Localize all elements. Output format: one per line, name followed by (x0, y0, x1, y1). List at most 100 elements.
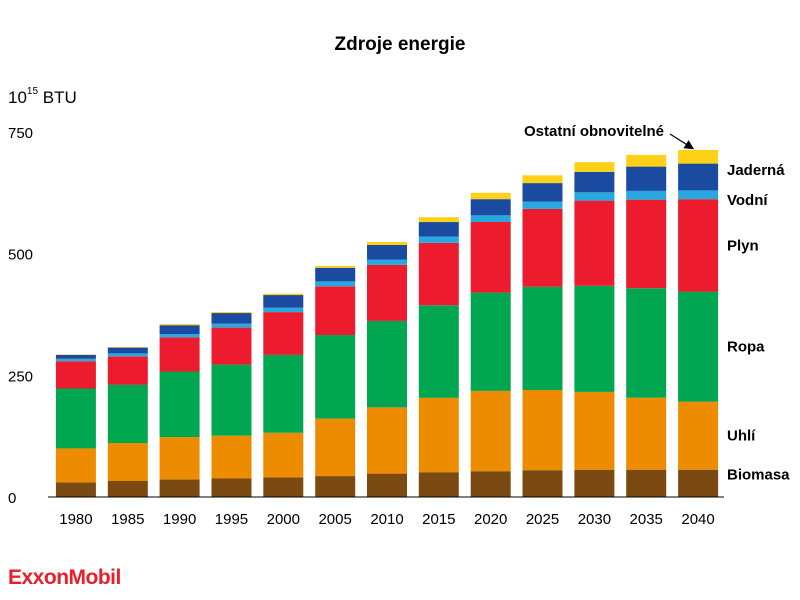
bar-uhlí-2010 (367, 407, 407, 474)
bar-ropa-1995 (211, 364, 252, 436)
bar-ropa-2025 (522, 286, 563, 390)
chart-title: Zdroje energie (334, 34, 466, 55)
bar-ropa-2010 (367, 320, 407, 408)
bar-jaderná-2040 (678, 163, 719, 191)
bar-jaderná-2025 (522, 183, 563, 202)
bar-ropa-1985 (107, 384, 148, 443)
x-tick-label-1990: 1990 (163, 511, 196, 528)
bar-ropa-1990 (159, 371, 200, 438)
bar-ostatní-obnovitelné-1995 (211, 312, 252, 314)
bar-ostatní-obnovitelné-2025 (522, 175, 563, 184)
unit-base: 10 (8, 88, 27, 107)
bar-biomasa-2035 (626, 469, 667, 497)
x-tick-label-2030: 2030 (578, 511, 611, 528)
bar-ostatní-obnovitelné-2035 (626, 154, 667, 167)
bar-ropa-2040 (678, 291, 719, 402)
bar-ropa-2005 (315, 334, 356, 419)
bar-plyn-2005 (315, 286, 356, 335)
x-tick-label-2005: 2005 (318, 511, 351, 528)
bar-biomasa-2040 (678, 469, 719, 497)
bar-ostatní-obnovitelné-2015 (418, 217, 459, 223)
legend-label-jaderná: Jaderná (727, 162, 785, 179)
bar-vodní-2005 (315, 281, 356, 287)
bar-uhlí-2040 (678, 401, 719, 470)
bar-ropa-2030 (574, 285, 615, 392)
x-tick-label-1995: 1995 (215, 511, 248, 528)
bar-uhlí-2035 (626, 397, 667, 470)
legend-label-vodní: Vodní (727, 192, 768, 209)
bar-jaderná-2035 (626, 166, 667, 191)
bar-jaderná-2030 (574, 171, 615, 193)
bar-plyn-2025 (522, 208, 563, 287)
bar-uhlí-2005 (315, 418, 356, 476)
bar-biomasa-2020 (470, 471, 511, 497)
bar-plyn-1995 (211, 327, 252, 365)
unit-suffix: BTU (38, 88, 77, 107)
x-tick-label-2020: 2020 (474, 511, 507, 528)
bar-vodní-1990 (159, 334, 200, 338)
bar-uhlí-1990 (159, 437, 200, 480)
y-tick-label-500: 500 (8, 247, 33, 264)
bar-ostatní-obnovitelné-2005 (315, 265, 356, 268)
x-tick-label-2015: 2015 (422, 511, 455, 528)
bar-biomasa-2000 (263, 477, 304, 497)
bar-ostatní-obnovitelné-2010 (367, 242, 407, 245)
bar-jaderná-2020 (470, 199, 511, 216)
bar-vodní-2010 (367, 259, 407, 265)
legend-label-uhlí: Uhlí (727, 428, 756, 445)
bar-jaderná-2005 (315, 267, 356, 282)
bar-vodní-1980 (55, 358, 96, 362)
bar-vodní-2035 (626, 190, 667, 200)
bar-plyn-2015 (418, 243, 459, 306)
bar-jaderná-1985 (107, 347, 148, 354)
x-tick-label-2040: 2040 (681, 511, 714, 528)
legend-label-ostatní-obnovitelné: Ostatní obnovitelné (524, 123, 664, 140)
bar-jaderná-1980 (55, 354, 96, 359)
bar-plyn-1990 (159, 337, 200, 372)
bar-biomasa-1995 (211, 478, 252, 497)
bar-ropa-2015 (418, 305, 459, 398)
bar-plyn-1980 (55, 361, 96, 389)
bar-vodní-2020 (470, 215, 511, 222)
bar-ropa-1980 (55, 388, 96, 449)
bar-plyn-2020 (470, 222, 511, 293)
bar-uhlí-2015 (418, 397, 459, 473)
y-tick-label-0: 0 (8, 490, 16, 507)
x-tick-label-2000: 2000 (267, 511, 300, 528)
bar-ostatní-obnovitelné-1990 (159, 324, 200, 326)
bar-plyn-2000 (263, 312, 304, 355)
bar-ropa-2035 (626, 288, 667, 398)
bar-ostatní-obnovitelné-2020 (470, 192, 511, 200)
bar-ostatní-obnovitelné-2030 (574, 162, 615, 172)
bar-biomasa-2030 (574, 469, 615, 497)
legend-label-biomasa: Biomasa (727, 466, 790, 483)
bar-uhlí-1980 (55, 448, 96, 483)
y-tick-label-250: 250 (8, 368, 33, 385)
bar-ostatní-obnovitelné-1980 (55, 354, 96, 355)
bar-jaderná-2000 (263, 295, 304, 308)
bar-ostatní-obnovitelné-2000 (263, 293, 304, 296)
bar-plyn-2035 (626, 199, 667, 289)
bar-uhlí-1985 (107, 443, 148, 481)
bar-biomasa-1985 (107, 480, 148, 497)
bar-biomasa-1980 (55, 482, 96, 497)
bar-plyn-2040 (678, 199, 719, 292)
x-tick-label-2035: 2035 (630, 511, 663, 528)
bar-ostatní-obnovitelné-1985 (107, 347, 148, 348)
bar-jaderná-1990 (159, 325, 200, 334)
x-tick-label-2010: 2010 (370, 511, 403, 528)
bar-uhlí-2025 (522, 389, 563, 471)
bar-plyn-2010 (367, 264, 407, 321)
x-tick-label-2025: 2025 (526, 511, 559, 528)
bar-biomasa-2015 (418, 472, 459, 497)
bar-plyn-2030 (574, 200, 615, 286)
bar-biomasa-2005 (315, 476, 356, 497)
bar-vodní-2025 (522, 201, 563, 209)
bar-vodní-2000 (263, 307, 304, 313)
x-tick-label-1985: 1985 (111, 511, 144, 528)
bar-uhlí-2000 (263, 432, 304, 478)
legend-label-plyn: Plyn (727, 237, 759, 254)
bar-biomasa-2010 (367, 473, 407, 497)
bar-biomasa-1990 (159, 479, 200, 497)
